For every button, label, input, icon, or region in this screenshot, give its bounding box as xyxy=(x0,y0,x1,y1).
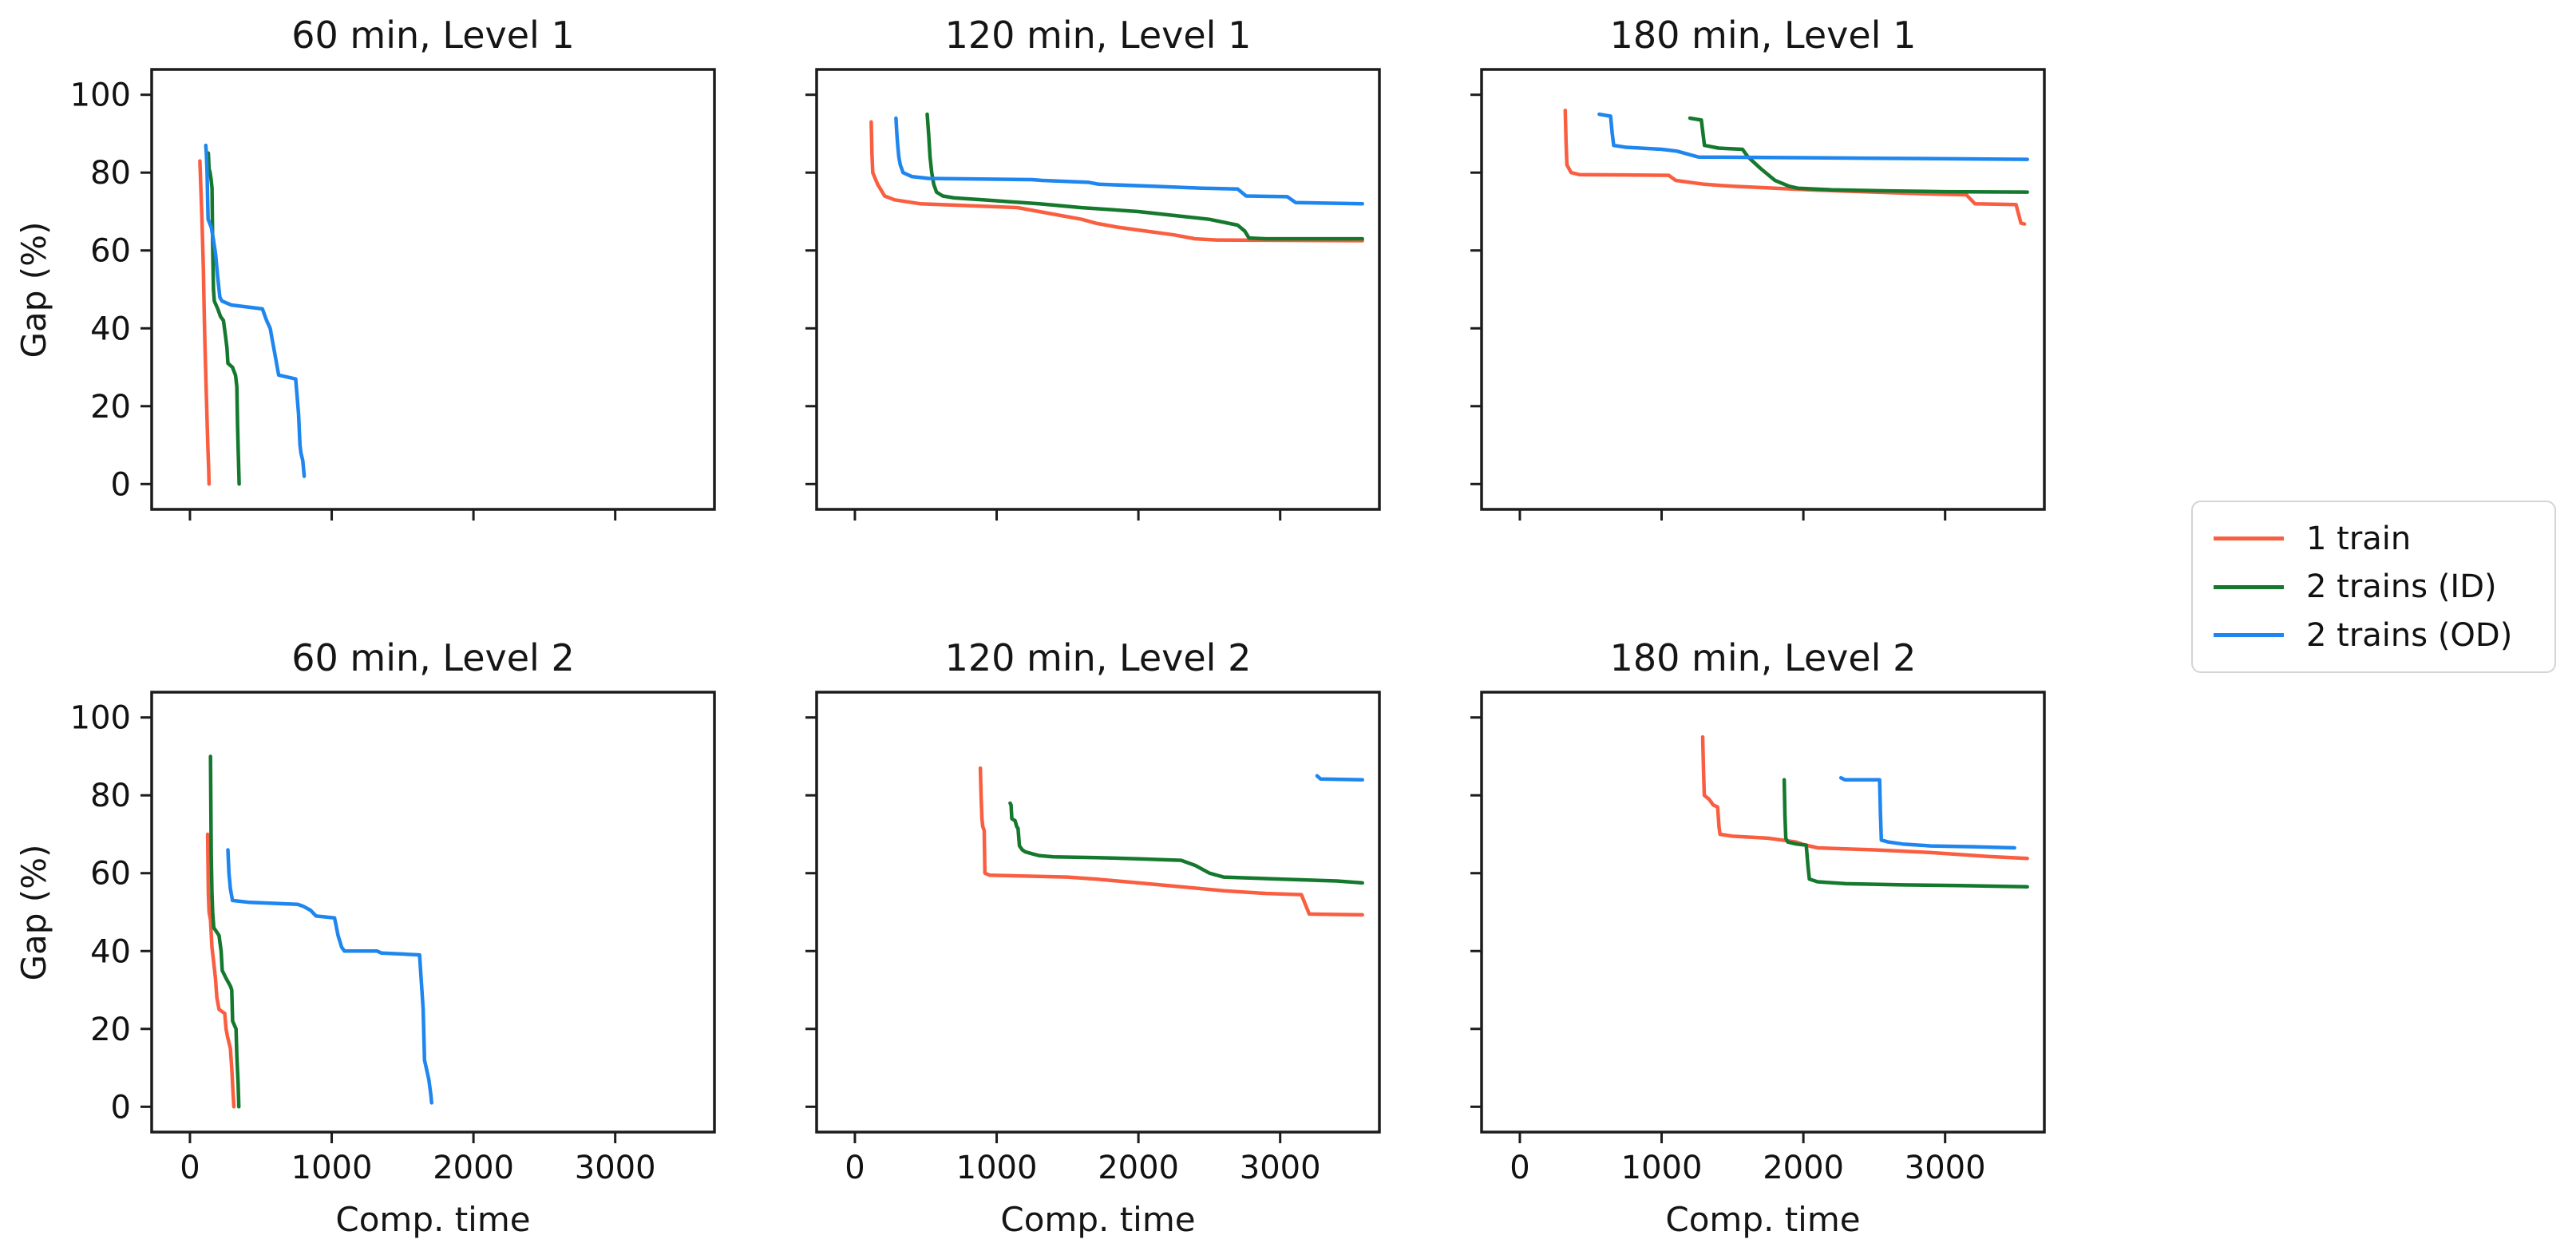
subplot-60min-level2: 0 1000 2000 3000 0 20 40 60 80 100 xyxy=(70,691,716,1186)
svg-text:0: 0 xyxy=(845,1150,865,1186)
subplot-180min-level1 xyxy=(1470,68,2046,521)
y-axis-label-row1: Gap (%) xyxy=(14,221,53,358)
svg-text:80: 80 xyxy=(90,778,131,814)
subplot-120min-level1 xyxy=(805,68,1381,521)
svg-text:100: 100 xyxy=(70,77,131,114)
svg-text:3000: 3000 xyxy=(575,1150,656,1186)
subplot-title-180min-level1: 180 min, Level 1 xyxy=(1609,14,1917,57)
svg-text:0: 0 xyxy=(180,1150,200,1186)
legend-item-2-trains-id: 2 trains (ID) xyxy=(2214,568,2546,605)
svg-text:20: 20 xyxy=(90,1012,131,1048)
svg-text:40: 40 xyxy=(90,933,131,970)
x-axis-label-col2: Comp. time xyxy=(1000,1200,1196,1239)
svg-text:3000: 3000 xyxy=(1905,1150,1986,1186)
legend-swatch-2-trains-od xyxy=(2214,633,2284,637)
legend-item-1-train: 1 train xyxy=(2214,521,2546,557)
svg-text:20: 20 xyxy=(90,389,131,426)
subplot-title-180min-level2: 180 min, Level 2 xyxy=(1609,636,1917,679)
svg-text:2000: 2000 xyxy=(433,1150,514,1186)
svg-text:60: 60 xyxy=(90,856,131,893)
svg-text:2000: 2000 xyxy=(1098,1150,1179,1186)
svg-text:100: 100 xyxy=(70,700,131,737)
subplot-title-120min-level2: 120 min, Level 2 xyxy=(944,636,1252,679)
subplot-180min-level2: 0 1000 2000 3000 xyxy=(1470,691,2046,1186)
svg-text:0: 0 xyxy=(111,466,131,503)
subplot-title-120min-level1: 120 min, Level 1 xyxy=(944,14,1252,57)
svg-text:0: 0 xyxy=(111,1089,131,1126)
legend: 1 train 2 trains (ID) 2 trains (OD) xyxy=(2191,501,2556,673)
svg-text:40: 40 xyxy=(90,311,131,347)
svg-text:1000: 1000 xyxy=(1621,1150,1703,1186)
svg-text:3000: 3000 xyxy=(1240,1150,1321,1186)
svg-text:60: 60 xyxy=(90,233,131,270)
svg-text:2000: 2000 xyxy=(1763,1150,1844,1186)
subplot-60min-level1: 0 20 40 60 80 100 xyxy=(70,68,716,521)
legend-label-2-trains-od: 2 trains (OD) xyxy=(2306,616,2513,654)
subplot-120min-level2: 0 1000 2000 3000 xyxy=(805,691,1381,1186)
svg-text:0: 0 xyxy=(1510,1150,1529,1186)
legend-label-2-trains-id: 2 trains (ID) xyxy=(2306,568,2497,605)
svg-text:1000: 1000 xyxy=(956,1150,1038,1186)
x-axis-label-col1: Comp. time xyxy=(335,1200,531,1239)
legend-label-1-train: 1 train xyxy=(2306,520,2412,557)
x-axis-label-col3: Comp. time xyxy=(1665,1200,1861,1239)
svg-text:1000: 1000 xyxy=(291,1150,373,1186)
subplot-title-60min-level1: 60 min, Level 1 xyxy=(291,14,575,57)
legend-item-2-trains-od: 2 trains (OD) xyxy=(2214,617,2546,654)
svg-text:80: 80 xyxy=(90,155,131,192)
legend-swatch-2-trains-id xyxy=(2214,584,2284,589)
legend-swatch-1-train xyxy=(2214,536,2284,540)
y-axis-label-row2: Gap (%) xyxy=(14,844,53,980)
subplot-title-60min-level2: 60 min, Level 2 xyxy=(291,636,575,679)
